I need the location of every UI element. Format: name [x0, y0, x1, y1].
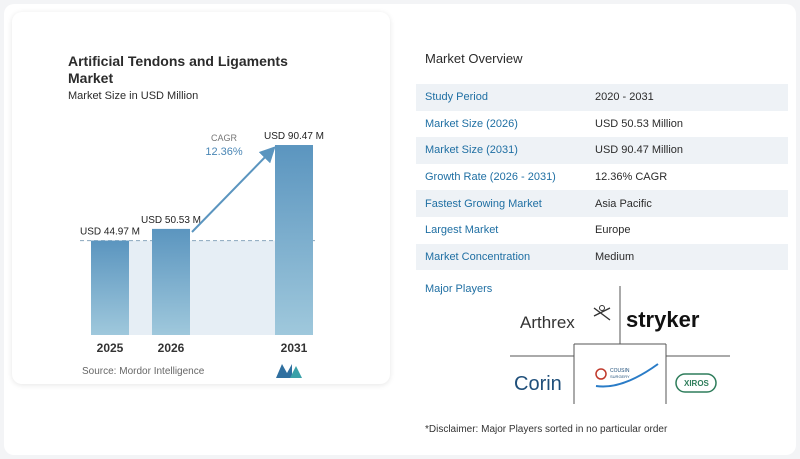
overview-key: Growth Rate (2026 - 2031) [425, 171, 556, 184]
bar [91, 240, 129, 335]
overview-row: Study Period 2020 - 2031 [416, 84, 788, 111]
overview-title: Market Overview [425, 51, 523, 66]
x-tick-label: 2031 [281, 341, 308, 355]
overview-row: Market Concentration Medium [416, 243, 788, 271]
data-label: USD 50.53 M [141, 215, 201, 226]
arthrex-text: Arthrex [520, 313, 575, 332]
overview-value: Asia Pacific [586, 190, 788, 217]
bar-chart: USD 44.97 M 2025 USD 50.53 M 2026 USD 90.47 … [80, 131, 324, 355]
overview-key: Market Concentration [416, 243, 586, 271]
overview-value: USD 50.53 Million [595, 117, 684, 130]
major-players-logos: Arthrex stryker Corin COUSIN SURGERY XIR… [510, 286, 730, 404]
baseline-shade [129, 240, 275, 335]
cagr-arrow [191, 146, 276, 233]
cousin-logo: COUSIN SURGERY [595, 363, 659, 388]
overview-key: Study Period [416, 84, 586, 111]
overview-table: Study Period 2020 - 2031 Market Size (2026… [416, 84, 788, 271]
overview-row: Fastest Growing Market Asia Pacific [416, 190, 788, 217]
bar [152, 228, 190, 335]
overview-row: Growth Rate (2026 - 2031) 12.36% CAGR [416, 164, 788, 191]
cagr-label: CAGR [211, 133, 238, 143]
corin-logo: Corin [514, 373, 562, 395]
overview-key: Fastest Growing Market [416, 190, 586, 217]
major-players-title: Major Players [425, 283, 493, 295]
arthrex-logo: Arthrex [520, 305, 611, 332]
overview-key: Market Size (2026) [425, 117, 518, 130]
svg-text:XIROS: XIROS [684, 379, 710, 388]
x-tick-label: 2025 [97, 341, 124, 355]
overview-row: Market Size (2031) USD 90.47 Million [416, 137, 788, 164]
mordor-logo-icon [276, 364, 302, 378]
chart-title: Artificial Tendons and Ligaments Market [68, 53, 288, 86]
svg-text:SURGERY: SURGERY [610, 374, 630, 379]
bar [275, 145, 313, 335]
overview-row: Largest Market Europe [416, 217, 788, 244]
overview-value: 12.36% CAGR [595, 171, 668, 184]
xiros-logo: XIROS [675, 373, 717, 393]
overview-value: 2020 - 2031 [586, 84, 788, 111]
source-note: Source: Mordor Intelligence [82, 366, 205, 377]
overview-row: Market Size (2026) USD 50.53 Million [416, 111, 788, 138]
chart-subtitle: Market Size in USD Million [68, 90, 199, 102]
cagr-value: 12.36% [205, 146, 243, 158]
overview-key: Largest Market [425, 224, 499, 237]
disclaimer-note: *Disclaimer: Major Players sorted in no … [425, 424, 668, 435]
data-label: USD 44.97 M [80, 227, 140, 238]
stryker-logo: stryker [626, 307, 700, 332]
overview-key: Market Size (2031) [416, 137, 586, 164]
data-label: USD 90.47 M [264, 131, 324, 142]
svg-text:COUSIN: COUSIN [610, 368, 630, 374]
overview-value: USD 90.47 Million [586, 137, 788, 164]
overview-value: Europe [595, 224, 631, 237]
overview-value: Medium [586, 243, 788, 271]
x-tick-label: 2026 [158, 341, 185, 355]
